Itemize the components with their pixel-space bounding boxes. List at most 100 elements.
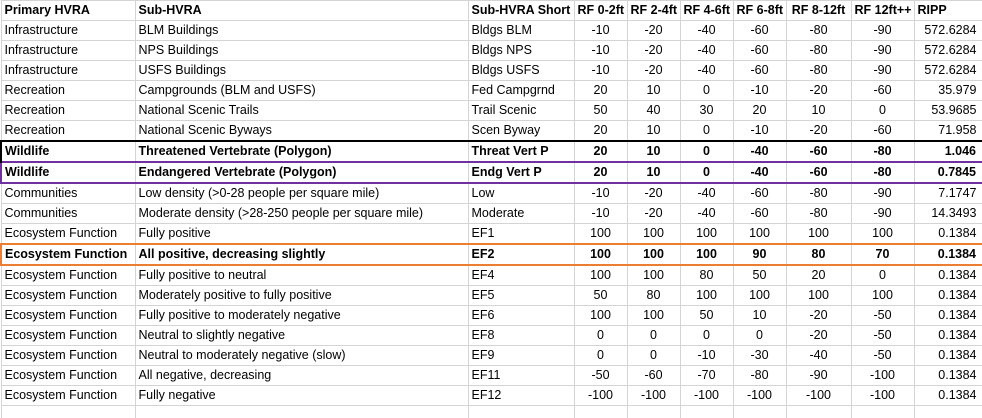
cell-primary-hvra[interactable] xyxy=(0,405,136,418)
cell-rf-6-8ft[interactable]: -80 xyxy=(732,365,787,386)
cell-sub-hvra[interactable]: Fully positive to moderately negative xyxy=(134,305,469,326)
cell-rf-4-6ft[interactable]: 0 xyxy=(679,80,734,101)
cell-rf-12ft-plus[interactable]: -50 xyxy=(850,345,915,366)
cell-rf-8-12ft[interactable]: -80 xyxy=(785,182,852,204)
cell-ripp[interactable]: 0.1384 xyxy=(913,365,982,386)
cell-sub-hvra[interactable]: Neutral to moderately negative (slow) xyxy=(134,345,469,366)
cell-sub-hvra[interactable]: USFS Buildings xyxy=(134,60,469,81)
cell-rf-2-4ft[interactable]: 10 xyxy=(626,80,681,101)
cell-rf-2-4ft[interactable]: 100 xyxy=(626,305,681,326)
cell-rf-0-2ft[interactable] xyxy=(573,405,628,418)
header-cell-rf-6-8ft[interactable]: RF 6-8ft xyxy=(732,0,787,21)
cell-rf-0-2ft[interactable]: 20 xyxy=(573,120,628,142)
cell-sub-hvra[interactable]: Campgrounds (BLM and USFS) xyxy=(134,80,469,101)
cell-rf-6-8ft[interactable]: -30 xyxy=(732,345,787,366)
cell-rf-6-8ft[interactable]: -60 xyxy=(732,60,787,81)
cell-primary-hvra[interactable]: Communities xyxy=(0,182,136,204)
cell-rf-2-4ft[interactable]: -20 xyxy=(626,203,681,224)
cell-rf-12ft-plus[interactable]: -90 xyxy=(850,40,915,61)
cell-rf-12ft-plus[interactable]: -60 xyxy=(850,80,915,101)
cell-sub-hvra[interactable]: National Scenic Byways xyxy=(134,120,469,142)
cell-rf-4-6ft[interactable]: 0 xyxy=(679,140,734,163)
cell-rf-4-6ft[interactable]: 0 xyxy=(679,325,734,346)
cell-ripp[interactable] xyxy=(913,405,982,418)
cell-rf-0-2ft[interactable]: -10 xyxy=(573,182,628,204)
cell-primary-hvra[interactable]: Wildlife xyxy=(0,161,136,184)
cell-rf-4-6ft[interactable]: -40 xyxy=(679,60,734,81)
cell-rf-8-12ft[interactable]: -20 xyxy=(785,80,852,101)
cell-rf-8-12ft[interactable]: -20 xyxy=(785,325,852,346)
cell-sub-hvra[interactable]: National Scenic Trails xyxy=(134,100,469,121)
cell-ripp[interactable]: 572.6284 xyxy=(913,40,982,61)
cell-rf-2-4ft[interactable]: 100 xyxy=(626,223,681,245)
cell-rf-6-8ft[interactable]: 90 xyxy=(732,243,787,266)
cell-rf-12ft-plus[interactable]: 0 xyxy=(850,100,915,121)
cell-ripp[interactable]: 35.979 xyxy=(913,80,982,101)
header-cell-sub-hvra[interactable]: Sub-HVRA xyxy=(134,0,469,21)
cell-sub-hvra-short[interactable]: Bldgs USFS xyxy=(467,60,575,81)
cell-rf-12ft-plus[interactable]: -90 xyxy=(850,203,915,224)
cell-rf-12ft-plus[interactable] xyxy=(850,405,915,418)
cell-rf-8-12ft[interactable]: 20 xyxy=(785,264,852,286)
cell-sub-hvra[interactable]: Neutral to slightly negative xyxy=(134,325,469,346)
cell-rf-2-4ft[interactable]: 40 xyxy=(626,100,681,121)
cell-rf-6-8ft[interactable]: 20 xyxy=(732,100,787,121)
cell-rf-4-6ft[interactable] xyxy=(679,405,734,418)
cell-rf-2-4ft[interactable] xyxy=(626,405,681,418)
cell-rf-8-12ft[interactable]: -100 xyxy=(785,385,852,406)
cell-sub-hvra-short[interactable]: EF6 xyxy=(467,305,575,326)
cell-rf-12ft-plus[interactable]: -50 xyxy=(850,325,915,346)
cell-rf-8-12ft[interactable]: -60 xyxy=(785,140,852,163)
cell-rf-6-8ft[interactable] xyxy=(732,405,787,418)
cell-primary-hvra[interactable]: Ecosystem Function xyxy=(0,223,136,245)
cell-primary-hvra[interactable]: Ecosystem Function xyxy=(0,285,136,306)
cell-primary-hvra[interactable]: Recreation xyxy=(0,100,136,121)
header-cell-primary-hvra[interactable]: Primary HVRA xyxy=(0,0,136,21)
cell-rf-8-12ft[interactable]: 100 xyxy=(785,285,852,306)
cell-ripp[interactable]: 0.7845 xyxy=(913,161,982,184)
cell-rf-4-6ft[interactable]: -40 xyxy=(679,20,734,41)
cell-rf-0-2ft[interactable]: 0 xyxy=(573,345,628,366)
cell-ripp[interactable]: 0.1384 xyxy=(913,285,982,306)
cell-sub-hvra-short[interactable]: EF9 xyxy=(467,345,575,366)
cell-rf-4-6ft[interactable]: -40 xyxy=(679,40,734,61)
cell-rf-2-4ft[interactable]: -20 xyxy=(626,40,681,61)
cell-rf-8-12ft[interactable]: -20 xyxy=(785,120,852,142)
cell-sub-hvra[interactable]: All negative, decreasing xyxy=(134,365,469,386)
cell-rf-12ft-plus[interactable]: -100 xyxy=(850,385,915,406)
cell-rf-4-6ft[interactable]: -40 xyxy=(679,182,734,204)
cell-rf-2-4ft[interactable]: -20 xyxy=(626,182,681,204)
cell-rf-0-2ft[interactable]: 100 xyxy=(573,243,628,266)
header-cell-ripp[interactable]: RIPP xyxy=(913,0,982,21)
cell-sub-hvra[interactable]: Moderate density (>28-250 people per squ… xyxy=(134,203,469,224)
cell-ripp[interactable]: 0.1384 xyxy=(913,385,982,406)
cell-sub-hvra-short[interactable]: EF1 xyxy=(467,223,575,245)
cell-rf-0-2ft[interactable]: 50 xyxy=(573,100,628,121)
cell-rf-4-6ft[interactable]: 50 xyxy=(679,305,734,326)
cell-sub-hvra[interactable]: Fully positive to neutral xyxy=(134,264,469,286)
cell-rf-8-12ft[interactable]: 10 xyxy=(785,100,852,121)
cell-ripp[interactable]: 1.046 xyxy=(913,140,982,163)
cell-rf-2-4ft[interactable]: 80 xyxy=(626,285,681,306)
cell-sub-hvra[interactable]: Fully negative xyxy=(134,385,469,406)
cell-rf-12ft-plus[interactable]: -60 xyxy=(850,120,915,142)
cell-sub-hvra[interactable]: BLM Buildings xyxy=(134,20,469,41)
cell-sub-hvra-short[interactable]: Scen Byway xyxy=(467,120,575,142)
cell-rf-6-8ft[interactable]: 100 xyxy=(732,223,787,245)
cell-rf-2-4ft[interactable]: 100 xyxy=(626,264,681,286)
cell-rf-0-2ft[interactable]: 20 xyxy=(573,161,628,184)
cell-primary-hvra[interactable]: Communities xyxy=(0,203,136,224)
cell-ripp[interactable]: 572.6284 xyxy=(913,60,982,81)
cell-primary-hvra[interactable]: Infrastructure xyxy=(0,20,136,41)
header-cell-rf-12ft-plus[interactable]: RF 12ft++ xyxy=(850,0,915,21)
cell-rf-12ft-plus[interactable]: -90 xyxy=(850,20,915,41)
cell-sub-hvra[interactable]: NPS Buildings xyxy=(134,40,469,61)
cell-rf-4-6ft[interactable]: -10 xyxy=(679,345,734,366)
cell-rf-4-6ft[interactable]: 80 xyxy=(679,264,734,286)
cell-rf-4-6ft[interactable]: 0 xyxy=(679,161,734,184)
cell-rf-4-6ft[interactable]: 100 xyxy=(679,285,734,306)
cell-ripp[interactable]: 53.9685 xyxy=(913,100,982,121)
cell-rf-2-4ft[interactable]: -60 xyxy=(626,365,681,386)
cell-sub-hvra-short[interactable]: Bldgs NPS xyxy=(467,40,575,61)
cell-rf-4-6ft[interactable]: 0 xyxy=(679,120,734,142)
